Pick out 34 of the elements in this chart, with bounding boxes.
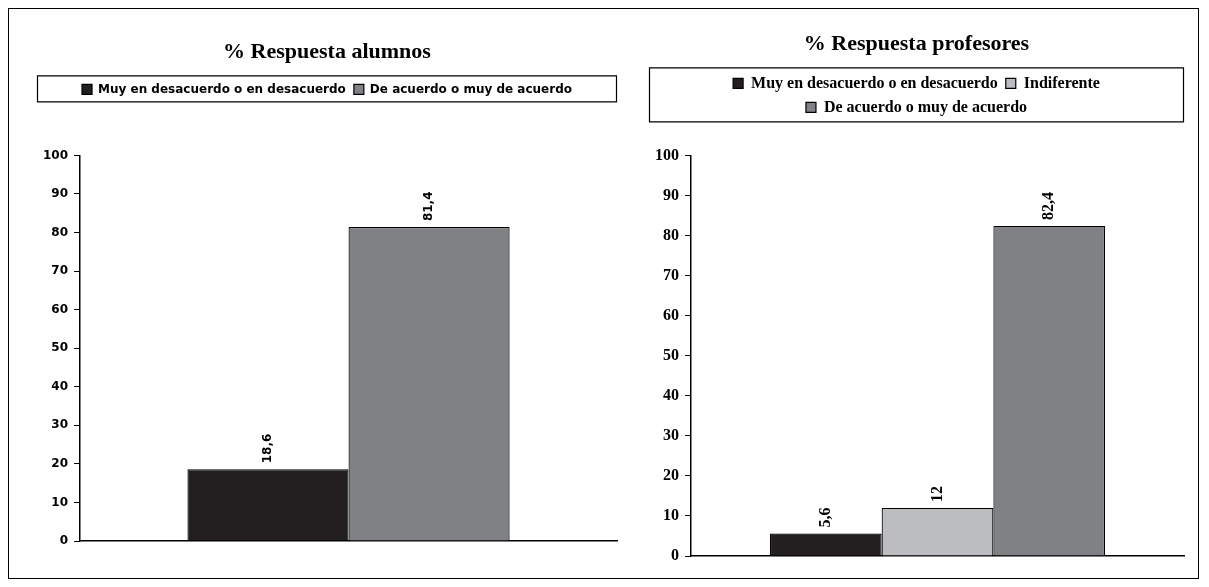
y-tick-label: 60: [51, 301, 69, 316]
y-tick-label: 70: [51, 263, 69, 278]
y-tick-label: 20: [663, 466, 679, 484]
y-tick-label: 10: [663, 506, 679, 524]
y-tick-label: 30: [663, 425, 679, 443]
legend-label: De acuerdo o muy de acuerdo: [823, 97, 1028, 116]
y-tick-label: 60: [663, 305, 679, 323]
y-tick-label: 0: [671, 546, 679, 564]
y-tick-label: 90: [51, 186, 69, 201]
legend-label: De acuerdo o muy de acuerdo: [369, 81, 572, 96]
y-tick-label: 100: [655, 145, 679, 163]
y-tick-label: 40: [663, 385, 679, 403]
y-tick-label: 50: [51, 340, 69, 355]
chart-title: % Respuesta profesores: [803, 29, 1030, 55]
chart-title: % Respuesta alumnos: [223, 37, 432, 63]
y-tick-label: 10: [51, 494, 69, 509]
data-label: 12: [927, 485, 945, 502]
y-tick-label: 40: [51, 378, 69, 393]
y-tick-label: 80: [663, 225, 679, 243]
legend-label: Muy en desacuerdo o en desacuerdo: [751, 73, 998, 92]
y-tick-label: 70: [663, 265, 679, 283]
legend-label: Indiferente: [1023, 73, 1100, 91]
y-tick-label: 20: [51, 456, 69, 471]
y-tick-label: 0: [59, 533, 69, 548]
data-label: 18,6: [260, 433, 275, 464]
data-label: 81,4: [421, 191, 436, 222]
y-tick-label: 30: [51, 417, 69, 432]
y-tick-label: 80: [51, 224, 69, 239]
y-tick-label: 50: [663, 345, 679, 363]
y-tick-label: 90: [663, 185, 679, 203]
y-tick-label: 100: [42, 147, 69, 162]
legend-label: Muy en desacuerdo o en desacuerdo: [98, 81, 346, 96]
data-label: 5,6: [815, 507, 833, 528]
data-label: 82,4: [1039, 191, 1057, 220]
